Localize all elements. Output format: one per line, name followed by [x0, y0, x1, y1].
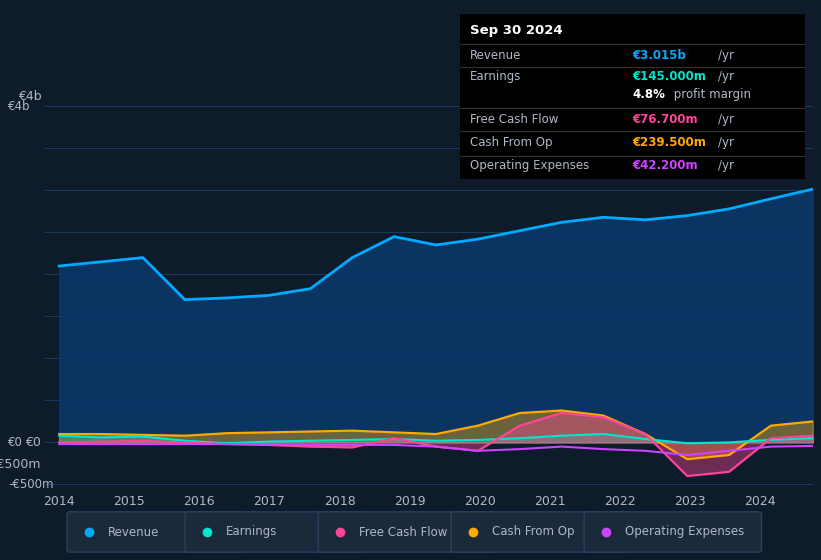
- FancyBboxPatch shape: [452, 512, 629, 552]
- Text: 2017: 2017: [254, 494, 286, 508]
- Text: profit margin: profit margin: [670, 88, 751, 101]
- Text: 2022: 2022: [604, 494, 635, 508]
- Text: 2015: 2015: [113, 494, 145, 508]
- Text: €3.015b: €3.015b: [632, 49, 686, 62]
- Text: Earnings: Earnings: [470, 70, 521, 83]
- FancyBboxPatch shape: [319, 512, 496, 552]
- Text: /yr: /yr: [718, 160, 734, 172]
- Text: 2024: 2024: [745, 494, 776, 508]
- Text: -€500m: -€500m: [8, 478, 53, 491]
- Text: 2021: 2021: [534, 494, 566, 508]
- Text: /yr: /yr: [718, 113, 734, 126]
- Text: €0: €0: [8, 436, 23, 449]
- Text: €145.000m: €145.000m: [632, 70, 706, 83]
- Text: 2023: 2023: [674, 494, 706, 508]
- Text: €76.700m: €76.700m: [632, 113, 698, 126]
- Text: -€500m: -€500m: [0, 458, 41, 471]
- Text: Free Cash Flow: Free Cash Flow: [470, 113, 558, 126]
- Text: Free Cash Flow: Free Cash Flow: [359, 525, 447, 539]
- Text: Earnings: Earnings: [226, 525, 277, 539]
- Text: €239.500m: €239.500m: [632, 136, 706, 150]
- Text: 2016: 2016: [184, 494, 215, 508]
- Text: 2019: 2019: [394, 494, 425, 508]
- Text: €42.200m: €42.200m: [632, 160, 698, 172]
- Text: Cash From Op: Cash From Op: [492, 525, 574, 539]
- FancyBboxPatch shape: [585, 512, 762, 552]
- Text: 4.8%: 4.8%: [632, 88, 665, 101]
- Text: 2018: 2018: [323, 494, 355, 508]
- Text: Revenue: Revenue: [470, 49, 521, 62]
- Text: /yr: /yr: [718, 136, 734, 150]
- Text: Operating Expenses: Operating Expenses: [470, 160, 589, 172]
- FancyBboxPatch shape: [67, 512, 245, 552]
- Text: /yr: /yr: [718, 49, 734, 62]
- Text: 2014: 2014: [44, 494, 75, 508]
- Text: Sep 30 2024: Sep 30 2024: [470, 24, 562, 37]
- Text: €4b: €4b: [8, 100, 30, 113]
- Text: 2020: 2020: [464, 494, 496, 508]
- Text: Revenue: Revenue: [108, 525, 159, 539]
- Text: /yr: /yr: [718, 70, 734, 83]
- Text: €4b: €4b: [18, 90, 41, 102]
- Text: €0: €0: [25, 436, 41, 449]
- Text: Operating Expenses: Operating Expenses: [625, 525, 744, 539]
- Text: Cash From Op: Cash From Op: [470, 136, 553, 150]
- FancyBboxPatch shape: [186, 512, 363, 552]
